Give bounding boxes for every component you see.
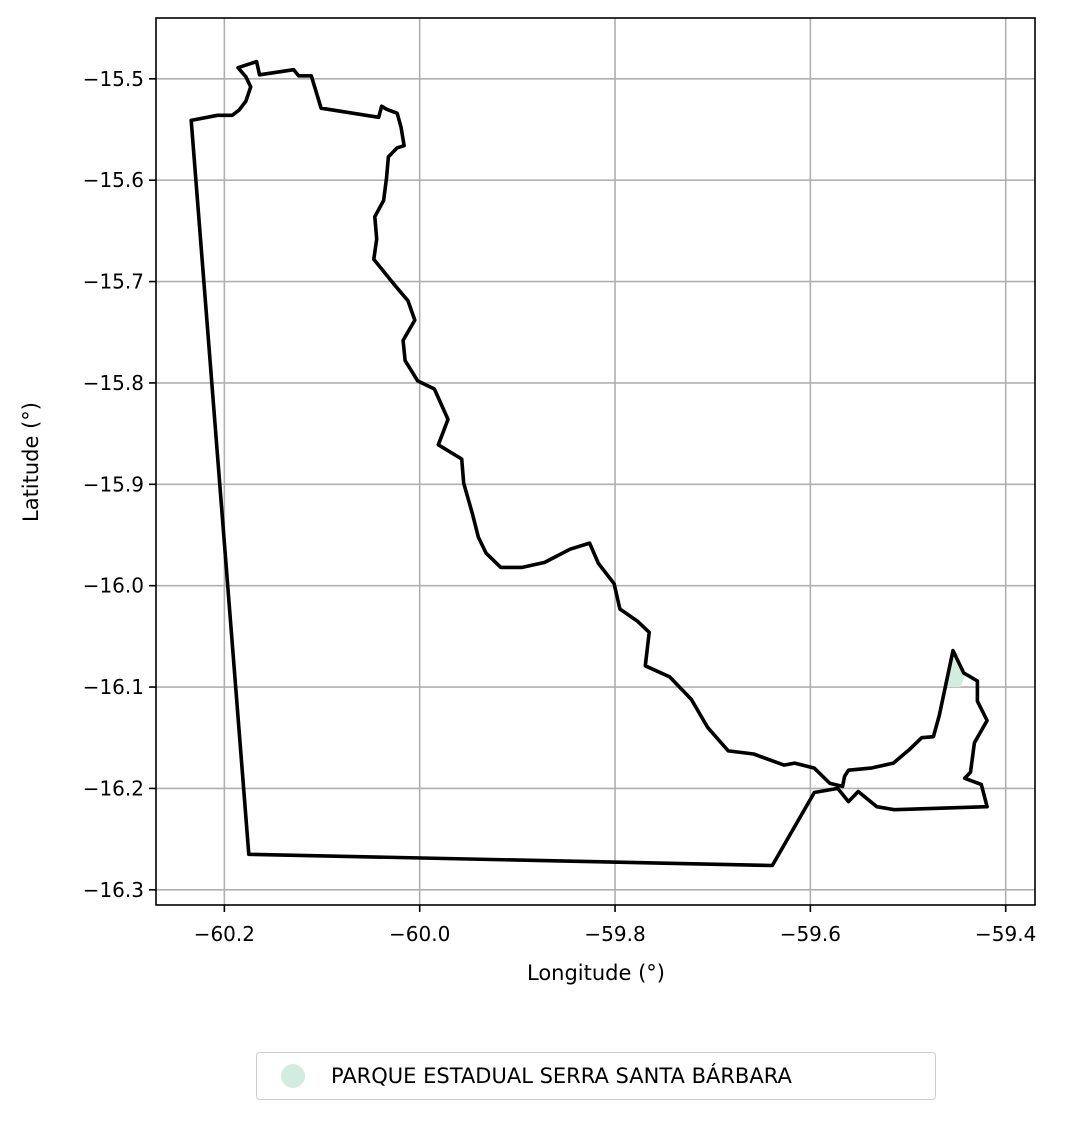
legend-label: PARQUE ESTADUAL SERRA SANTA BÁRBARA <box>331 1064 792 1088</box>
y-tick-label: −15.6 <box>83 168 144 192</box>
plot-frame <box>155 17 1036 906</box>
x-tick-label: −59.8 <box>584 922 645 946</box>
map-features <box>189 59 989 868</box>
legend-marker <box>281 1064 305 1088</box>
y-tick-label: −15.8 <box>83 371 144 395</box>
x-tick-label: −59.6 <box>780 922 841 946</box>
x-tick-label: −59.4 <box>975 922 1036 946</box>
legend: PARQUE ESTADUAL SERRA SANTA BÁRBARA <box>256 1052 936 1100</box>
y-tick-label: −15.7 <box>83 270 144 294</box>
grid-lines <box>156 18 1035 905</box>
x-axis-label: Longitude (°) <box>527 961 665 985</box>
x-tick-label: −60.0 <box>389 922 450 946</box>
y-tick-label: −16.1 <box>83 675 144 699</box>
y-tick-label: −16.0 <box>83 574 144 598</box>
y-tick-label: −15.9 <box>83 472 144 496</box>
y-tick-label: −15.5 <box>83 67 144 91</box>
y-tick-label: −16.3 <box>83 878 144 902</box>
x-tick-label: −60.2 <box>194 922 255 946</box>
y-tick-label: −16.2 <box>83 776 144 800</box>
y-axis-label: Latitude (°) <box>19 402 43 522</box>
axis-ticks: −60.2 −60.0 −59.8 −59.6 −59.4 −15.5 −15.6 −15.7… <box>83 67 1037 946</box>
municipality-boundary <box>189 59 989 868</box>
